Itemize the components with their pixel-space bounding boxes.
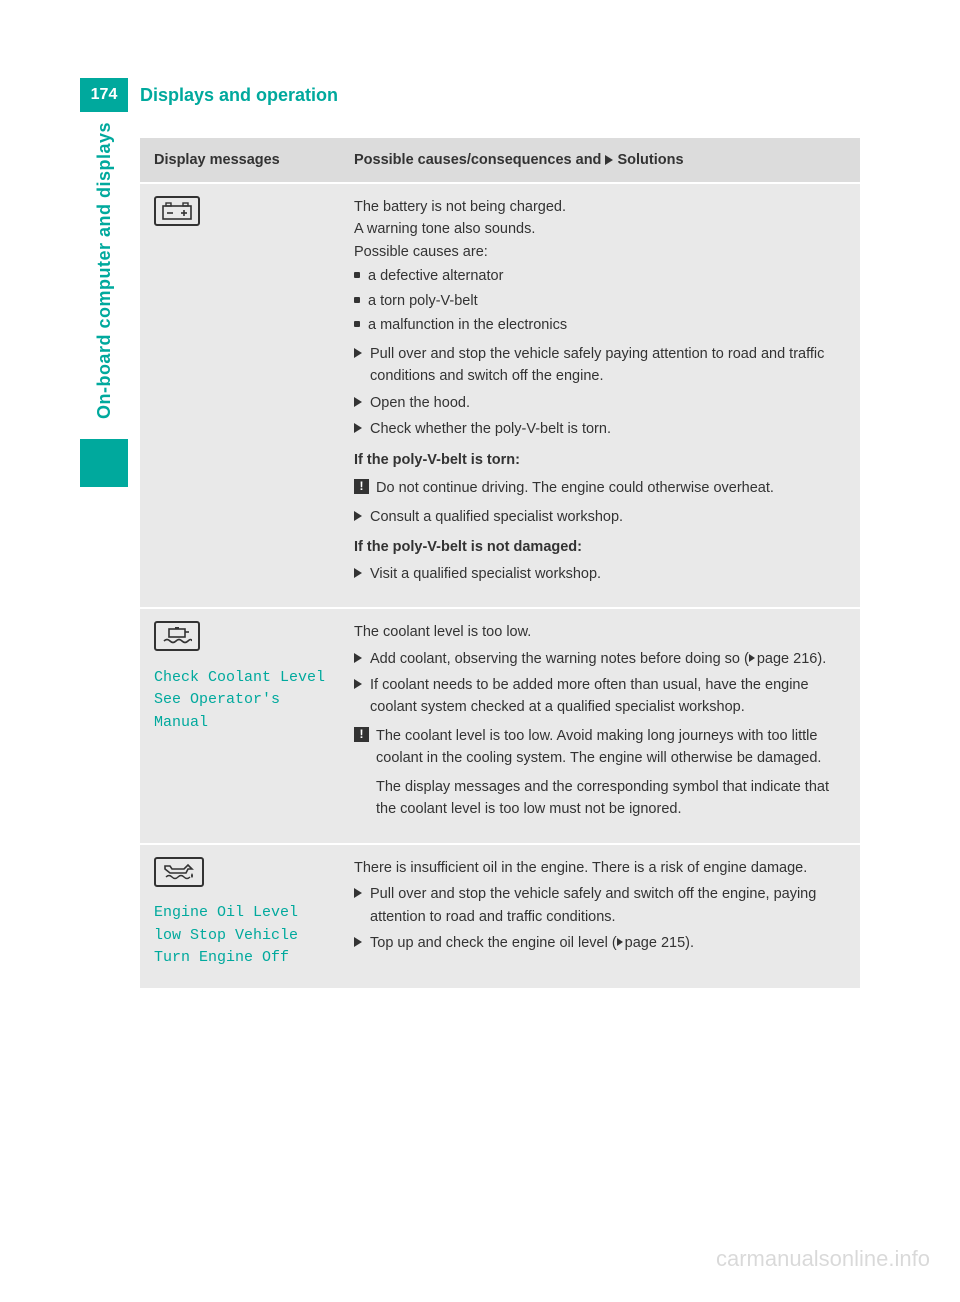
cell-display-message: Check Coolant Level See Operator's Manua… bbox=[140, 608, 340, 844]
action-step: Pull over and stop the vehicle safely an… bbox=[354, 883, 846, 928]
cause-list: a defective alternator a torn poly-V-bel… bbox=[354, 265, 846, 336]
action-step: Pull over and stop the vehicle safely pa… bbox=[354, 343, 846, 388]
warning-note: The coolant level is too low. Avoid maki… bbox=[354, 725, 846, 770]
list-item: a torn poly-V-belt bbox=[354, 290, 846, 312]
battery-icon bbox=[154, 196, 200, 226]
cell-display-message bbox=[140, 183, 340, 608]
page-header: 174 Displays and operation bbox=[80, 78, 338, 112]
side-tab: On-board computer and displays bbox=[80, 112, 128, 487]
watermark: carmanualsonline.info bbox=[716, 1246, 930, 1272]
subsection-title: If the poly-V-belt is torn: bbox=[354, 449, 846, 471]
table-header-row: Display messages Possible causes/consequ… bbox=[140, 138, 860, 183]
action-step: Check whether the poly-V-belt is torn. bbox=[354, 418, 846, 440]
action-step: Consult a qualified specialist workshop. bbox=[354, 506, 846, 528]
table-row: Check Coolant Level See Operator's Manua… bbox=[140, 608, 860, 844]
action-step: Add coolant, observing the warning notes… bbox=[354, 648, 846, 670]
side-tab-block bbox=[80, 439, 128, 487]
header-suffix: Solutions bbox=[613, 152, 683, 168]
list-item: a malfunction in the electronics bbox=[354, 314, 846, 336]
cell-display-message: Engine Oil Level low Stop Vehicle Turn E… bbox=[140, 844, 340, 988]
cell-solution: The battery is not being charged. A warn… bbox=[340, 183, 860, 608]
oil-icon bbox=[154, 857, 204, 887]
action-step: If coolant needs to be added more often … bbox=[354, 674, 846, 719]
action-step: Visit a qualified specialist workshop. bbox=[354, 563, 846, 585]
section-label: On-board computer and displays bbox=[94, 112, 115, 439]
page-ref-icon bbox=[749, 654, 755, 662]
chapter-title: Displays and operation bbox=[140, 85, 338, 106]
intro-text: Possible causes are: bbox=[354, 241, 846, 263]
page-ref: 216 bbox=[793, 651, 817, 667]
intro-text: A warning tone also sounds. bbox=[354, 218, 846, 240]
page-number: 174 bbox=[80, 78, 128, 112]
intro-text: There is insufficient oil in the engine.… bbox=[354, 857, 846, 879]
cell-solution: There is insufficient oil in the engine.… bbox=[340, 844, 860, 988]
subsection-title: If the poly-V-belt is not damaged: bbox=[354, 536, 846, 558]
header-prefix: Possible causes/consequences and bbox=[354, 152, 605, 168]
dash-message-text: Engine Oil Level low Stop Vehicle Turn E… bbox=[154, 902, 326, 970]
header-solutions: Possible causes/consequences and Solutio… bbox=[340, 138, 860, 183]
action-step: Open the hood. bbox=[354, 392, 846, 414]
messages-table: Display messages Possible causes/consequ… bbox=[140, 138, 860, 988]
action-step: Top up and check the engine oil level (p… bbox=[354, 932, 846, 954]
intro-text: The battery is not being charged. bbox=[354, 196, 846, 218]
intro-text: The coolant level is too low. bbox=[354, 621, 846, 643]
content-area: Display messages Possible causes/consequ… bbox=[140, 138, 860, 988]
trail-text: The display messages and the correspondi… bbox=[354, 776, 846, 821]
table-row: Engine Oil Level low Stop Vehicle Turn E… bbox=[140, 844, 860, 988]
header-display-messages: Display messages bbox=[140, 138, 340, 183]
list-item: a defective alternator bbox=[354, 265, 846, 287]
page-ref-icon bbox=[617, 938, 623, 946]
dash-message-text: Check Coolant Level See Operator's Manua… bbox=[154, 667, 326, 735]
warning-note: Do not continue driving. The engine coul… bbox=[354, 477, 846, 499]
page-ref: 215 bbox=[661, 935, 685, 951]
table-row: The battery is not being charged. A warn… bbox=[140, 183, 860, 608]
coolant-icon bbox=[154, 621, 200, 651]
cell-solution: The coolant level is too low. Add coolan… bbox=[340, 608, 860, 844]
